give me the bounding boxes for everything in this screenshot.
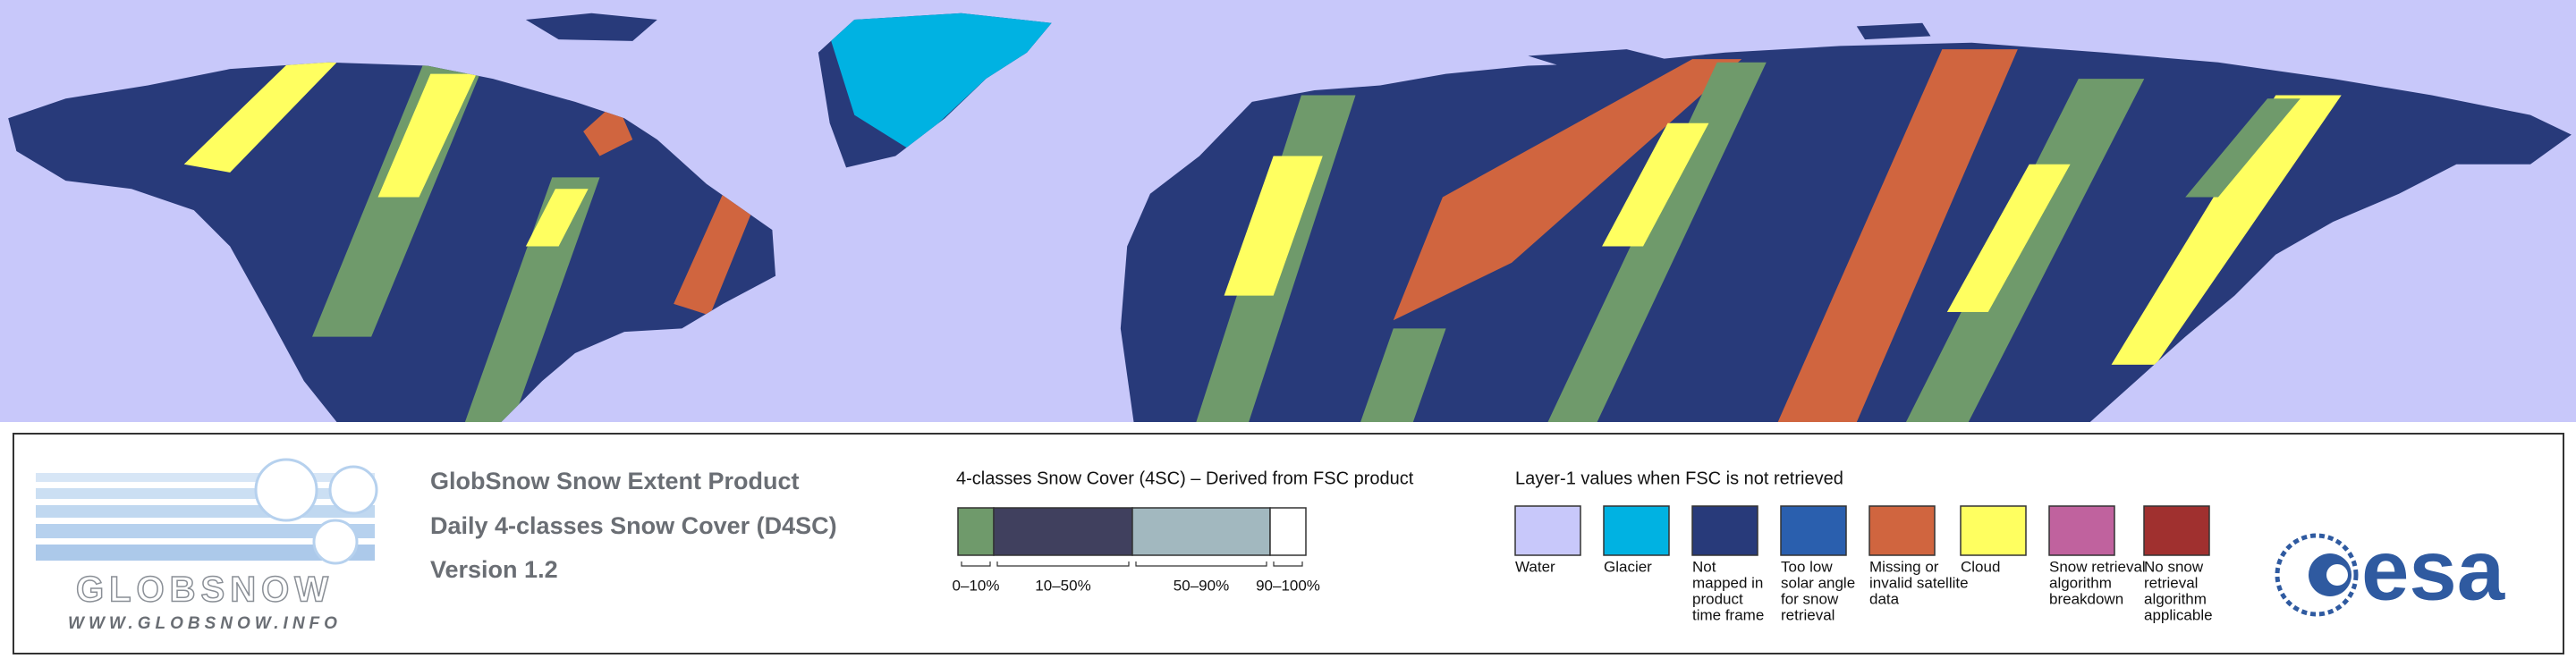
class-swatch — [1269, 507, 1307, 556]
item-swatch — [1868, 505, 1936, 556]
item-swatch — [2048, 505, 2115, 556]
item-label: Snow retrieval — [2049, 558, 2146, 575]
item-label: algorithm — [2144, 590, 2207, 607]
item-label: retrieval — [1781, 606, 1835, 623]
item-label: Missing or — [1869, 558, 1939, 575]
item-swatch — [1691, 505, 1758, 556]
class-swatch — [993, 507, 1133, 556]
item-label: Cloud — [1961, 558, 2000, 575]
logo-url: WWW.GLOBSNOW.INFO — [68, 614, 342, 633]
item-swatch — [1603, 505, 1670, 556]
item-label: retrieval — [2144, 574, 2198, 591]
item-label: Not — [1692, 558, 1716, 575]
item-label: No snow — [2144, 558, 2204, 575]
item-label: data — [1869, 590, 1900, 607]
product-subtitle: Daily 4-classes Snow Cover (D4SC) — [430, 512, 837, 539]
class-label: 50–90% — [1174, 577, 1229, 594]
esa-text: esa — [2361, 522, 2505, 618]
item-swatch — [1960, 505, 2027, 556]
item-label: invalid satellite — [1869, 574, 1969, 591]
class-bracket — [961, 561, 991, 567]
esa-logo: esa — [2275, 522, 2505, 618]
class-swatch — [1131, 507, 1271, 556]
class-bracket — [996, 561, 1130, 567]
class-bracket — [1273, 561, 1303, 567]
globsnow-logo: GLOBSNOW WWW.GLOBSNOW.INFO — [36, 458, 378, 633]
item-swatch — [1780, 505, 1847, 556]
item-label: breakdown — [2049, 590, 2123, 607]
item-label: solar angle — [1781, 574, 1855, 591]
item-label: Too low — [1781, 558, 1833, 575]
legend-frame — [13, 433, 2564, 654]
class-label: 90–100% — [1256, 577, 1320, 594]
item-swatch — [1514, 505, 1581, 556]
item-swatch — [2143, 505, 2210, 556]
snow-cover-bar: 0–10% 10–50% 50–90% 90–100% — [953, 507, 1320, 594]
logo-name: GLOBSNOW — [76, 570, 334, 610]
snow-cover-title: 4-classes Snow Cover (4SC) – Derived fro… — [956, 469, 1414, 488]
item-label: applicable — [2144, 606, 2213, 623]
layer1-title: Layer-1 values when FSC is not retrieved — [1515, 469, 1843, 488]
item-label: for snow — [1781, 590, 1839, 607]
class-bracket — [1135, 561, 1267, 567]
class-label: 0–10% — [953, 577, 1000, 594]
item-label: Water — [1515, 558, 1555, 575]
product-title: GlobSnow Snow Extent Product — [430, 468, 800, 494]
item-label: algorithm — [2049, 574, 2112, 591]
class-label: 10–50% — [1035, 577, 1090, 594]
class-swatch — [957, 507, 995, 556]
item-label: mapped in — [1692, 574, 1763, 591]
item-label: product — [1692, 590, 1743, 607]
product-version: Version 1.2 — [430, 556, 558, 583]
item-label: time frame — [1692, 606, 1764, 623]
item-label: Glacier — [1604, 558, 1652, 575]
